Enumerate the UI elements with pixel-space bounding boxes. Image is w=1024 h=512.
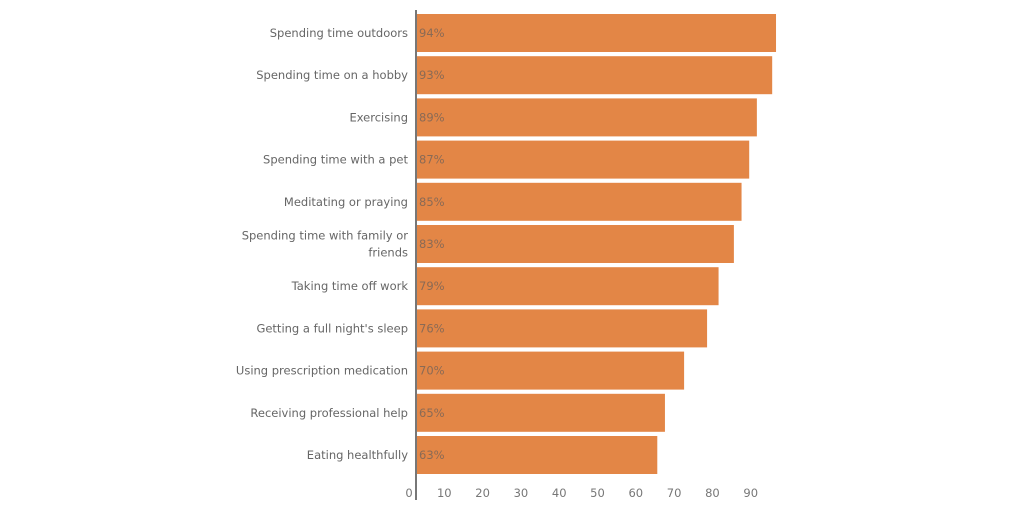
- x-tick-label: 60: [628, 486, 643, 500]
- bar: [416, 351, 685, 390]
- bar: [416, 182, 742, 221]
- bar: [416, 267, 719, 306]
- bar: [416, 98, 757, 137]
- data-label: 89%: [419, 110, 445, 124]
- category-label: Spending time with family or: [242, 229, 409, 243]
- category-label: Spending time with a pet: [263, 153, 408, 167]
- category-label: Taking time off work: [291, 279, 409, 293]
- bar: [416, 56, 773, 95]
- category-label: Receiving professional help: [250, 406, 408, 420]
- x-tick-label: 70: [667, 486, 682, 500]
- data-label: 79%: [419, 279, 445, 293]
- data-label: 93%: [419, 68, 445, 82]
- category-label: friends: [368, 246, 408, 260]
- category-label: Exercising: [349, 110, 408, 124]
- x-tick-label: 80: [705, 486, 720, 500]
- data-label: 85%: [419, 195, 445, 209]
- category-label: Spending time outdoors: [270, 26, 408, 40]
- x-tick-label: 40: [552, 486, 567, 500]
- data-label: 63%: [419, 448, 445, 462]
- x-tick-label: 50: [590, 486, 605, 500]
- data-label: 83%: [419, 237, 445, 251]
- data-label: 87%: [419, 153, 445, 167]
- bar: [416, 309, 708, 348]
- category-label: Spending time on a hobby: [256, 68, 408, 82]
- data-label: 65%: [419, 406, 445, 420]
- category-label: Using prescription medication: [236, 364, 408, 378]
- x-tick-label: 30: [514, 486, 529, 500]
- x-tick-label: 10: [437, 486, 452, 500]
- data-label: 70%: [419, 364, 445, 378]
- x-tick-label: 90: [743, 486, 758, 500]
- bar: [416, 436, 658, 474]
- x-tick-label: 20: [475, 486, 490, 500]
- bar: [416, 14, 777, 52]
- category-label: Meditating or praying: [284, 195, 408, 209]
- bar: [416, 225, 734, 263]
- data-label: 76%: [419, 321, 445, 335]
- category-label: Getting a full night's sleep: [256, 321, 408, 335]
- bar: [416, 393, 665, 432]
- category-label: Eating healthfully: [307, 448, 408, 462]
- data-label: 94%: [419, 26, 445, 40]
- x-tick-label: 0: [405, 486, 412, 500]
- bar: [416, 140, 750, 179]
